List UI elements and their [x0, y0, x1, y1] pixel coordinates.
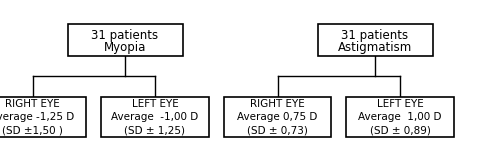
Text: Average  -1,00 D: Average -1,00 D	[112, 112, 198, 122]
FancyBboxPatch shape	[224, 97, 332, 137]
Text: LEFT EYE: LEFT EYE	[132, 99, 178, 109]
FancyBboxPatch shape	[346, 97, 454, 137]
Text: Myopia: Myopia	[104, 41, 146, 54]
FancyBboxPatch shape	[318, 24, 432, 56]
Text: Astigmatism: Astigmatism	[338, 41, 412, 54]
Text: Average -1,25 D: Average -1,25 D	[0, 112, 74, 122]
FancyBboxPatch shape	[0, 97, 86, 137]
Text: Average 0,75 D: Average 0,75 D	[238, 112, 318, 122]
Text: Average  1,00 D: Average 1,00 D	[358, 112, 442, 122]
Text: (SD ± 0,89): (SD ± 0,89)	[370, 125, 430, 135]
FancyBboxPatch shape	[101, 97, 209, 137]
Text: (SD ±1,50 ): (SD ±1,50 )	[2, 125, 63, 135]
Text: RIGHT EYE: RIGHT EYE	[250, 99, 305, 109]
Text: LEFT EYE: LEFT EYE	[376, 99, 424, 109]
Text: 31 patients: 31 patients	[92, 29, 158, 41]
FancyBboxPatch shape	[68, 24, 182, 56]
Text: (SD ± 0,73): (SD ± 0,73)	[247, 125, 308, 135]
Text: 31 patients: 31 patients	[342, 29, 408, 41]
Text: RIGHT EYE: RIGHT EYE	[5, 99, 60, 109]
Text: (SD ± 1,25): (SD ± 1,25)	[124, 125, 186, 135]
